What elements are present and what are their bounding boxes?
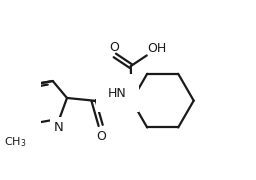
Text: N: N [54, 121, 63, 134]
Text: O: O [97, 130, 106, 143]
Text: OH: OH [148, 42, 167, 55]
Text: HN: HN [108, 87, 127, 100]
Text: CH$_3$: CH$_3$ [4, 135, 27, 149]
Text: O: O [109, 41, 119, 54]
